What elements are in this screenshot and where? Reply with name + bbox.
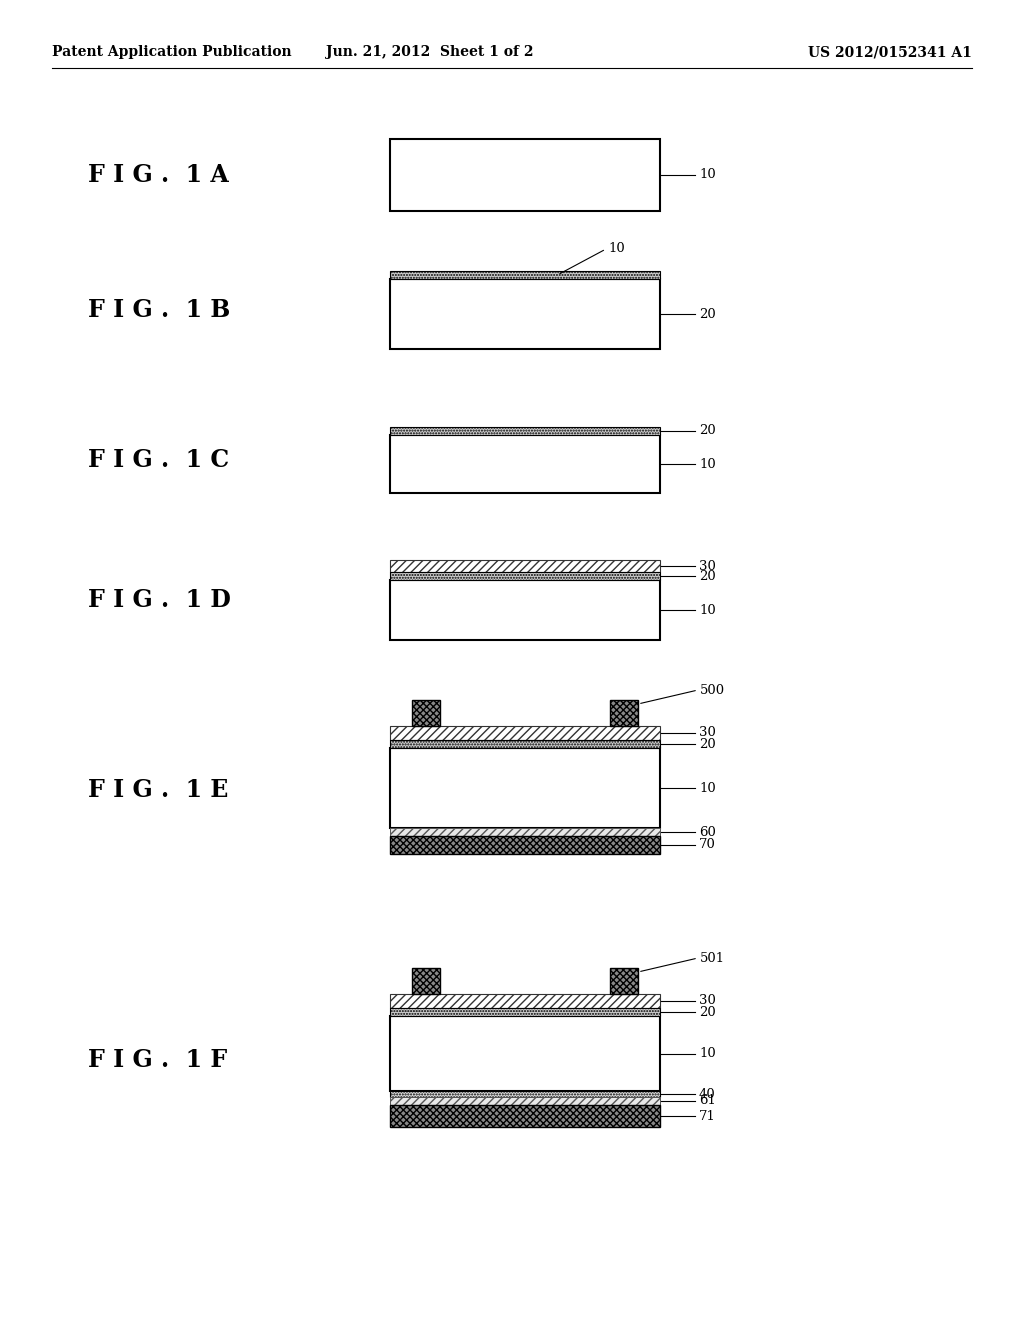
Bar [390,436,660,492]
Bar [412,700,440,726]
Text: F I G .  1 B: F I G . 1 B [88,298,230,322]
Bar [390,139,660,211]
Bar [390,560,660,572]
Text: Jun. 21, 2012  Sheet 1 of 2: Jun. 21, 2012 Sheet 1 of 2 [327,45,534,59]
Text: 20: 20 [699,569,716,582]
Text: F I G .  1 D: F I G . 1 D [88,587,230,612]
Text: 20: 20 [699,1006,716,1019]
Text: 61: 61 [699,1094,716,1107]
Bar [390,836,660,854]
Text: 30: 30 [699,726,716,739]
Bar [390,426,660,436]
Text: 10: 10 [699,603,716,616]
Bar [390,726,660,741]
Bar [390,1016,660,1092]
Text: 60: 60 [699,825,716,838]
Text: US 2012/0152341 A1: US 2012/0152341 A1 [808,45,972,59]
Bar [390,994,660,1008]
Bar [390,1105,660,1127]
Text: 40: 40 [699,1088,716,1101]
Bar [390,1008,660,1016]
Text: 10: 10 [699,169,716,181]
Text: Patent Application Publication: Patent Application Publication [52,45,292,59]
Text: 10: 10 [608,243,625,256]
Text: 71: 71 [699,1110,716,1122]
Bar [412,968,440,994]
Bar [390,748,660,828]
Text: F I G .  1 C: F I G . 1 C [88,447,229,473]
Text: 20: 20 [699,308,716,321]
Text: 501: 501 [700,952,725,965]
Bar [390,579,660,640]
Bar [390,279,660,348]
Text: 10: 10 [699,1047,716,1060]
Text: 10: 10 [699,781,716,795]
Bar [390,741,660,748]
Text: F I G .  1 A: F I G . 1 A [88,162,228,187]
Text: 30: 30 [699,560,716,573]
Bar [610,968,638,994]
Bar [390,271,660,279]
Bar [390,828,660,836]
Text: 30: 30 [699,994,716,1007]
Text: 10: 10 [699,458,716,470]
Text: F I G .  1 E: F I G . 1 E [88,777,228,803]
Text: 20: 20 [699,738,716,751]
Text: 500: 500 [700,684,725,697]
Text: F I G .  1 F: F I G . 1 F [88,1048,227,1072]
Text: 70: 70 [699,838,716,851]
Text: 20: 20 [699,425,716,437]
Bar [610,700,638,726]
Bar [390,1097,660,1105]
Bar [390,1092,660,1097]
Bar [390,572,660,579]
